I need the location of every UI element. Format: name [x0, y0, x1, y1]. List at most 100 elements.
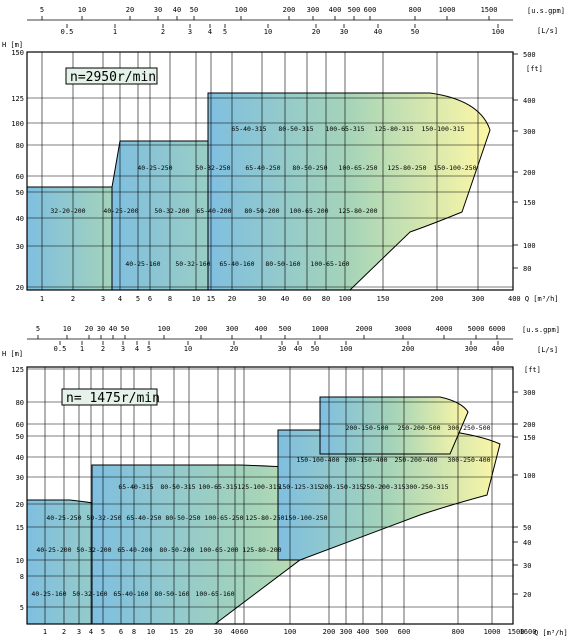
speed-label: n=2950r/min — [70, 70, 156, 85]
usgpm-unit: [u.s.gpm] — [522, 326, 560, 334]
flow-tick-label: 5 — [136, 295, 140, 303]
model-label: 80-50-200 — [244, 207, 279, 215]
usgpm-tick-label: 800 — [409, 6, 422, 14]
flow-tick-label: 20 — [228, 295, 236, 303]
ls-tick-label: 2 — [101, 345, 105, 353]
head-m-tick-label: 10 — [16, 557, 24, 565]
model-label: 150-100-315 — [421, 125, 464, 133]
head-m-tick-label: 5 — [20, 604, 24, 612]
head-ft-tick-label: 200 — [523, 421, 536, 429]
flow-unit: Q [m³/h] — [534, 629, 568, 637]
usgpm-tick-label: 6000 — [489, 325, 506, 333]
usgpm-tick-label: 5 — [36, 325, 40, 333]
usgpm-tick-label: 4000 — [436, 325, 453, 333]
ls-tick-label: 40 — [374, 28, 382, 36]
head-ft-tick-label: 100 — [523, 242, 536, 250]
model-label: 80-50-315 — [278, 125, 313, 133]
flow-tick-label: 10 — [147, 628, 155, 636]
head-m-tick-label: 20 — [16, 501, 24, 509]
usgpm-tick-label: 5 — [40, 6, 44, 14]
head-ft-tick-label: 150 — [523, 434, 536, 442]
head-ft-tick-label: 80 — [523, 265, 531, 273]
model-label: 50-32-250 — [195, 164, 230, 172]
grid — [27, 367, 513, 624]
usgpm-tick-label: 1000 — [312, 325, 329, 333]
coverage-area-xl — [319, 396, 469, 455]
head-m-unit: H [m] — [2, 41, 23, 49]
flow-tick-label: 15 — [170, 628, 178, 636]
model-label: 40-25-250 — [46, 514, 81, 522]
usgpm-tick-label: 600 — [364, 6, 377, 14]
usgpm-tick-label: 200 — [283, 6, 296, 14]
chart-top: [u.s.gpm] [L/s] H [m] [ft] 400 Q [m³/h] … — [2, 6, 565, 303]
flow-tick-label: 300 — [340, 628, 353, 636]
flow-tick-label: 40 — [281, 295, 289, 303]
head-ft-tick-label: 100 — [523, 472, 536, 480]
flow-tick-label: 80 — [322, 295, 330, 303]
usgpm-tick-label: 1000 — [439, 6, 456, 14]
flow-tick-label: 200 — [323, 628, 336, 636]
ls-tick-label: 200 — [402, 345, 415, 353]
head-m-tick-label: 50 — [16, 433, 24, 441]
flow-axis: 1 2 3 4 5 6 8 10 15 20 30 40 60 80 100 150 200 300 — [40, 295, 484, 303]
usgpm-tick-label: 2000 — [356, 325, 373, 333]
model-label: 65-40-250 — [245, 164, 280, 172]
ls-tick-label: 40 — [294, 345, 302, 353]
ls-unit: [L/s] — [537, 27, 558, 35]
chart-bottom: [u.s.gpm] [L/s] H [m] [ft] Q [m³/h] 5 10 2… — [2, 325, 568, 637]
flow-unit: 400 Q [m³/h] — [508, 295, 559, 303]
model-label: 50-32-200 — [154, 207, 189, 215]
usgpm-tick-label: 100 — [158, 325, 171, 333]
model-label: 250-200-315 — [362, 483, 405, 491]
usgpm-tick-label: 400 — [255, 325, 268, 333]
model-label: 40-25-160 — [125, 260, 160, 268]
flow-tick-label: 2 — [62, 628, 66, 636]
speed-label: n= 1475r/min — [66, 391, 160, 406]
ls-tick-label: 5 — [147, 345, 151, 353]
model-label: 125-80-200 — [338, 207, 377, 215]
head-ft-tick-label: 300 — [523, 128, 536, 136]
flow-axis: 1 2 3 4 5 6 8 10 15 20 30 40 60 100 200 300 400 500 600 800… — [43, 628, 537, 636]
ls-tick-label: 20 — [230, 345, 238, 353]
ls-tick-label: 30 — [340, 28, 348, 36]
flow-tick-label: 2 — [71, 295, 75, 303]
ls-tick-label: 4 — [135, 345, 139, 353]
model-label: 50-32-200 — [76, 546, 111, 554]
usgpm-unit: [u.s.gpm] — [527, 7, 565, 15]
usgpm-tick-label: 300 — [226, 325, 239, 333]
usgpm-tick-label: 30 — [97, 325, 105, 333]
usgpm-tick-label: 500 — [279, 325, 292, 333]
usgpm-tick-label: 200 — [195, 325, 208, 333]
model-label: 50-32-250 — [86, 514, 121, 522]
usgpm-tick-label: 40 — [173, 6, 181, 14]
model-label: 65-40-160 — [113, 590, 148, 598]
ls-tick-label: 10 — [184, 345, 192, 353]
usgpm-tick-label: 10 — [78, 6, 86, 14]
head-m-axis: 125 80 60 50 40 30 20 15 10 8 5 — [11, 366, 24, 612]
model-label: 80-50-160 — [154, 590, 189, 598]
head-ft-tick-label: 20 — [523, 591, 531, 599]
usgpm-tick-label: 5000 — [468, 325, 485, 333]
head-m-tick-label: 50 — [16, 189, 24, 197]
model-label: 65-40-200 — [117, 546, 152, 554]
model-label: 100-65-200 — [199, 546, 238, 554]
usgpm-tick-label: 20 — [126, 6, 134, 14]
usgpm-tick-label: 400 — [329, 6, 342, 14]
flow-tick-label: 5 — [101, 628, 105, 636]
usgpm-tick-label: 1500 — [481, 6, 498, 14]
flow-tick-label: 8 — [168, 295, 172, 303]
flow-tick-label: 60 — [303, 295, 311, 303]
head-ft-tick-label: 40 — [523, 539, 531, 547]
head-ft-axis: 500 400 300 200 150 100 80 — [513, 51, 536, 273]
usgpm-tick-label: 10 — [63, 325, 71, 333]
model-label: 100-65-315 — [325, 125, 364, 133]
head-m-tick-label: 60 — [16, 421, 24, 429]
ls-tick-label: 4 — [208, 28, 212, 36]
ls-tick-label: 300 — [465, 345, 478, 353]
ls-tick-label: 3 — [121, 345, 125, 353]
flow-tick-label: 1600 — [520, 628, 537, 636]
model-label: 65-40-315 — [118, 483, 153, 491]
ls-tick-label: 1 — [113, 28, 117, 36]
head-m-axis: 150 125 100 80 60 50 40 30 20 — [11, 49, 24, 292]
